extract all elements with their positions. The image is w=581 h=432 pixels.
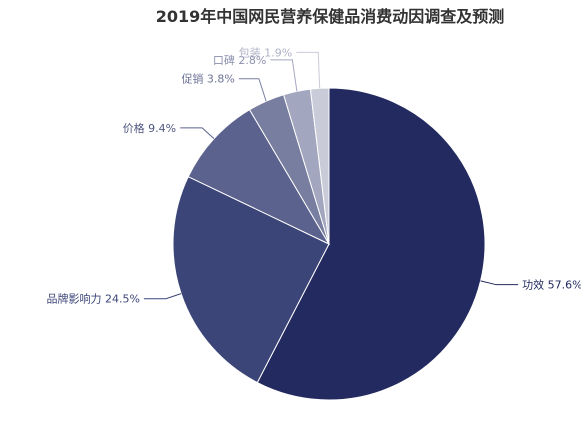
leader-line-3 [238, 78, 267, 102]
pie-slice-1 [172, 176, 330, 384]
pie-slices [172, 87, 486, 401]
slice-label-4: 口碑 2.8% [213, 54, 266, 67]
leader-line-4 [270, 59, 298, 92]
slice-label-5: 包装 1.9% [239, 46, 292, 59]
pie-slice-2 [187, 109, 331, 246]
leader-line-5 [296, 51, 321, 89]
slice-label-0: 功效 57.6% [522, 278, 581, 292]
slice-label-1: 品牌影响力 24.5% [46, 292, 139, 306]
pie-slice-0 [256, 87, 486, 401]
slice-label-2: 价格 9.4% [123, 121, 176, 135]
leader-line-0 [480, 280, 519, 286]
slice-labels: 功效 57.6% 品牌影响力 24.5% 价格 9.4% 促销 3.8% 口碑 2.8%… [46, 46, 581, 305]
leader-line-1 [143, 293, 182, 300]
slice-label-3: 促销 3.8% [181, 72, 234, 86]
chart-title: 2019年中国网民营养保健品消费动因调查及预测 [156, 7, 505, 26]
leader-line-2 [180, 127, 215, 140]
pie-slice-5 [309, 87, 330, 245]
label-leader-lines [143, 51, 519, 300]
